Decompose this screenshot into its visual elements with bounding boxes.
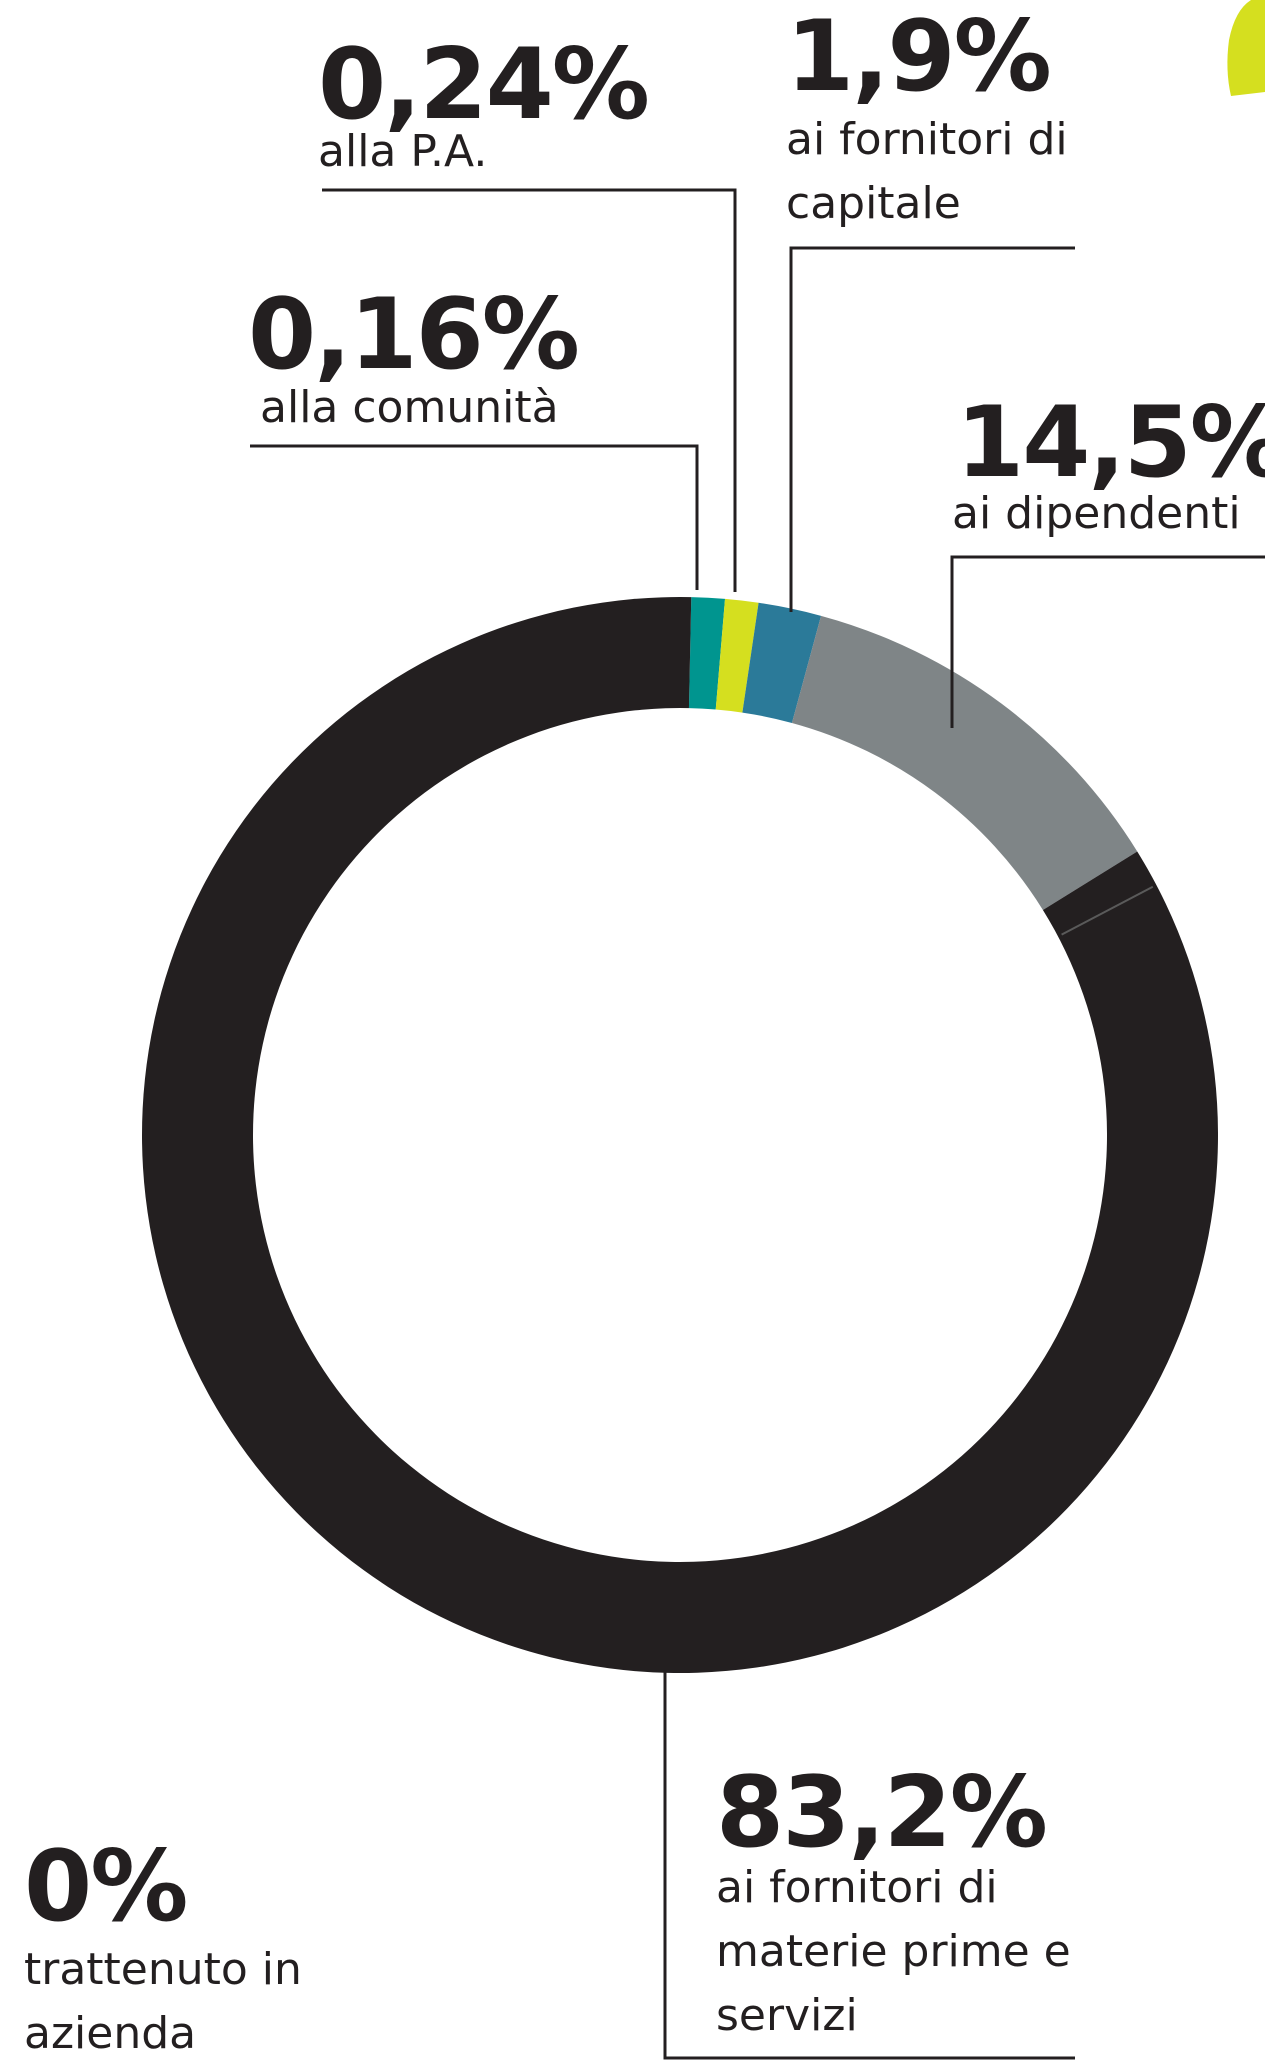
pa-percent: 0,24% [318, 28, 650, 142]
leader-pa [322, 188, 737, 592]
leader-dipendenti [950, 555, 1265, 728]
comunita-percent: 0,16% [248, 278, 580, 392]
slice-capitale [742, 602, 822, 723]
pa-desc-line-1: alla P.A. [318, 126, 488, 177]
azienda-desc-line-2: azienda [24, 2008, 197, 2059]
materie-desc-line-3: servizi [716, 1990, 858, 2041]
leader-comunita [250, 444, 699, 590]
capitale-percent: 1,9% [786, 0, 1052, 114]
dipendenti-percent: 14,5% [956, 386, 1265, 500]
label-dipendenti: 14,5% ai dipendenti [952, 386, 1265, 546]
accent-decoration [1227, 0, 1265, 96]
azienda-percent: 0% [24, 1830, 188, 1944]
capitale-desc-line-2: capitale [786, 178, 961, 229]
slice-pa [715, 598, 759, 713]
materie-desc-line-1: ai fornitori di [716, 1862, 998, 1913]
label-azienda: 0% trattenuto in azienda [24, 1838, 302, 2066]
comunita-desc-line-1: alla comunità [260, 382, 559, 433]
materie-desc-line-2: materie prime e [716, 1926, 1071, 1977]
label-materie: 83,2% ai fornitori di materie prime e se… [716, 1764, 1071, 2048]
slice-comunita [688, 597, 726, 710]
dipendenti-desc-line-1: ai dipendenti [952, 488, 1241, 539]
materie-percent: 83,2% [716, 1756, 1048, 1870]
leader-materie [663, 1672, 1075, 2060]
azienda-desc-line-1: trattenuto in [24, 1944, 302, 1995]
label-pa: 0,24% alla P.A. [318, 28, 650, 184]
label-comunita: 0,16% alla comunità [248, 278, 580, 440]
slice-separator [1061, 885, 1154, 936]
capitale-desc-line-1: ai fornitori di [786, 114, 1068, 165]
leader-capitale [789, 246, 1075, 612]
slice-dipendenti [791, 615, 1138, 910]
label-capitale: 1,9% ai fornitori di capitale [786, 8, 1068, 236]
